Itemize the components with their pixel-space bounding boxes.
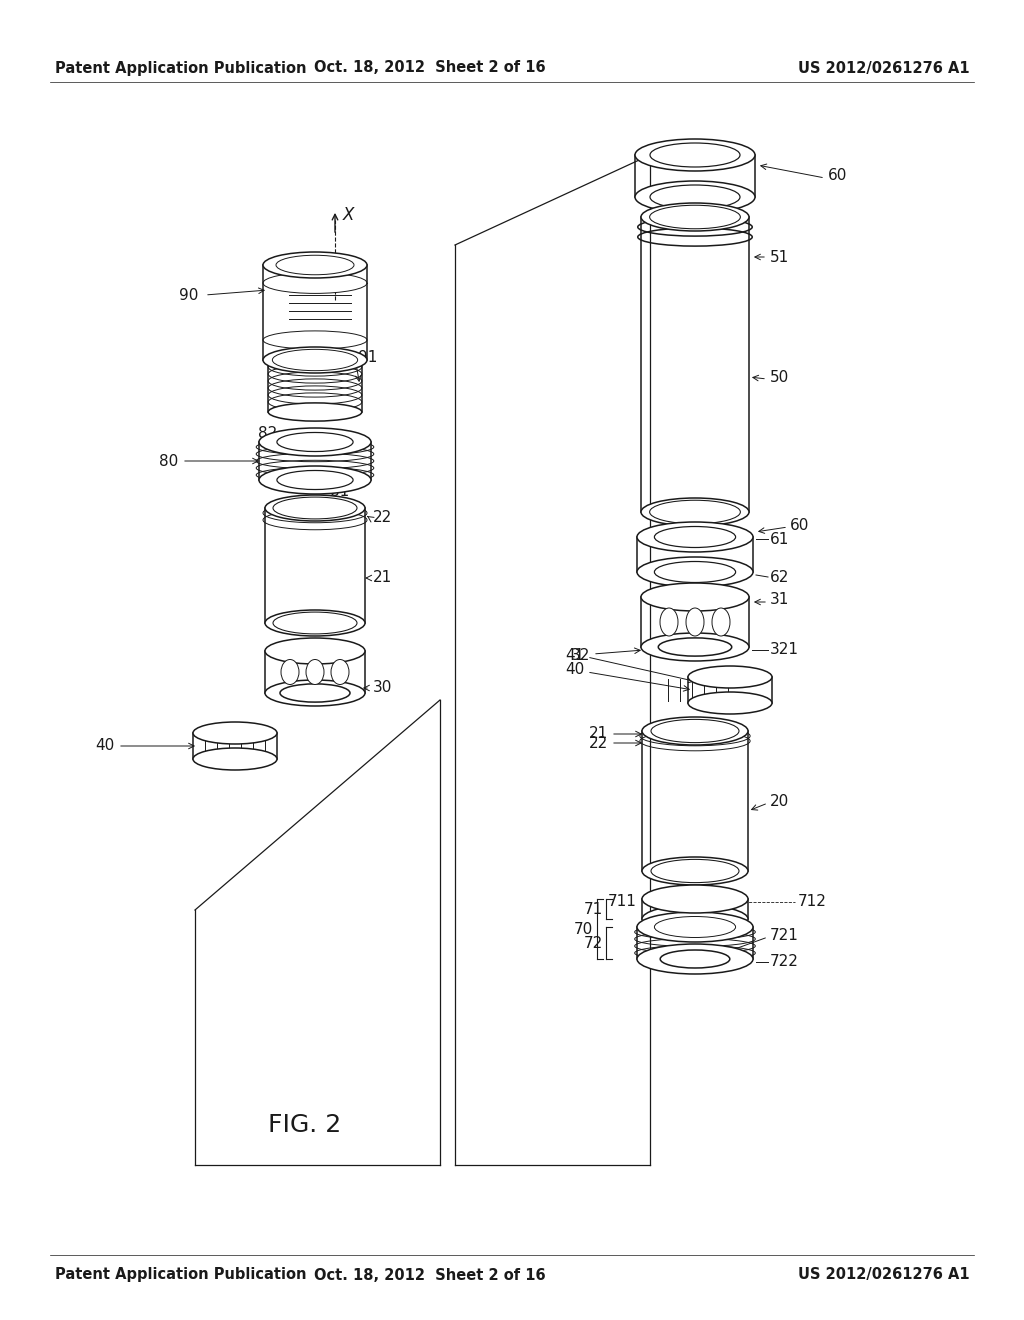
- Ellipse shape: [658, 638, 732, 656]
- Ellipse shape: [641, 498, 749, 525]
- Text: 20: 20: [770, 793, 790, 808]
- Ellipse shape: [263, 252, 367, 279]
- Ellipse shape: [265, 638, 365, 664]
- Text: 721: 721: [770, 928, 799, 942]
- Ellipse shape: [268, 403, 361, 421]
- Ellipse shape: [263, 273, 367, 293]
- Text: 60: 60: [790, 517, 809, 532]
- Text: Patent Application Publication: Patent Application Publication: [55, 1267, 306, 1283]
- Text: 81: 81: [330, 484, 349, 499]
- Ellipse shape: [654, 916, 735, 937]
- Text: FIG. 2: FIG. 2: [268, 1113, 342, 1137]
- Ellipse shape: [650, 185, 740, 209]
- Ellipse shape: [635, 181, 755, 213]
- Ellipse shape: [642, 906, 748, 933]
- Text: Patent Application Publication: Patent Application Publication: [55, 61, 306, 75]
- Ellipse shape: [272, 350, 357, 371]
- Text: 70: 70: [573, 921, 593, 936]
- Text: 711: 711: [608, 895, 637, 909]
- Text: 71: 71: [584, 902, 603, 916]
- Ellipse shape: [263, 347, 367, 374]
- Text: 22: 22: [373, 511, 392, 525]
- Text: 21: 21: [373, 570, 392, 586]
- Ellipse shape: [276, 470, 353, 490]
- Text: 41: 41: [565, 648, 585, 663]
- Ellipse shape: [642, 884, 748, 913]
- Ellipse shape: [637, 912, 753, 942]
- Ellipse shape: [265, 610, 365, 636]
- Text: 61: 61: [770, 532, 790, 546]
- Text: 62: 62: [770, 569, 790, 585]
- Text: 80: 80: [159, 454, 178, 469]
- Ellipse shape: [641, 634, 749, 661]
- Text: 82: 82: [258, 426, 278, 441]
- Ellipse shape: [635, 139, 755, 172]
- Ellipse shape: [273, 612, 357, 634]
- Ellipse shape: [650, 887, 740, 911]
- Ellipse shape: [193, 748, 278, 770]
- Text: 40: 40: [565, 661, 585, 676]
- Ellipse shape: [276, 255, 354, 275]
- Text: US 2012/0261276 A1: US 2012/0261276 A1: [799, 61, 970, 75]
- Ellipse shape: [654, 561, 735, 582]
- Ellipse shape: [265, 680, 365, 706]
- Ellipse shape: [660, 609, 678, 636]
- Text: Oct. 18, 2012  Sheet 2 of 16: Oct. 18, 2012 Sheet 2 of 16: [314, 1267, 546, 1283]
- Ellipse shape: [712, 609, 730, 636]
- Text: 21: 21: [589, 726, 608, 742]
- Ellipse shape: [259, 428, 371, 455]
- Ellipse shape: [265, 495, 365, 521]
- Ellipse shape: [651, 719, 739, 743]
- Ellipse shape: [641, 583, 749, 611]
- Ellipse shape: [654, 527, 735, 548]
- Text: 30: 30: [373, 681, 392, 696]
- Text: 51: 51: [770, 249, 790, 264]
- Ellipse shape: [276, 433, 353, 451]
- Text: 32: 32: [570, 648, 590, 663]
- Text: 91: 91: [358, 351, 378, 366]
- Ellipse shape: [281, 660, 299, 685]
- Text: 90: 90: [178, 288, 198, 302]
- Text: X: X: [343, 206, 354, 224]
- Ellipse shape: [306, 660, 324, 685]
- Ellipse shape: [637, 944, 753, 974]
- Ellipse shape: [193, 722, 278, 744]
- Ellipse shape: [660, 950, 730, 968]
- Ellipse shape: [688, 692, 772, 714]
- Text: 722: 722: [770, 954, 799, 969]
- Text: US 2012/0261276 A1: US 2012/0261276 A1: [799, 1267, 970, 1283]
- Ellipse shape: [642, 857, 748, 884]
- Text: 60: 60: [828, 168, 848, 182]
- Ellipse shape: [688, 667, 772, 688]
- Ellipse shape: [637, 557, 753, 587]
- Ellipse shape: [642, 717, 748, 744]
- Text: 40: 40: [96, 738, 115, 754]
- Text: 22: 22: [589, 735, 608, 751]
- Ellipse shape: [649, 500, 740, 524]
- Ellipse shape: [641, 203, 749, 231]
- Ellipse shape: [280, 684, 350, 702]
- Text: 72: 72: [584, 936, 603, 950]
- Ellipse shape: [650, 143, 740, 168]
- Ellipse shape: [331, 660, 349, 685]
- Ellipse shape: [273, 498, 357, 519]
- Ellipse shape: [686, 609, 705, 636]
- Ellipse shape: [259, 466, 371, 494]
- Text: 712: 712: [798, 895, 826, 909]
- Ellipse shape: [651, 859, 739, 883]
- Text: Oct. 18, 2012  Sheet 2 of 16: Oct. 18, 2012 Sheet 2 of 16: [314, 61, 546, 75]
- Text: 50: 50: [770, 370, 790, 384]
- Ellipse shape: [637, 521, 753, 552]
- Text: 31: 31: [770, 593, 790, 607]
- Ellipse shape: [649, 205, 740, 228]
- Text: 321: 321: [770, 643, 799, 657]
